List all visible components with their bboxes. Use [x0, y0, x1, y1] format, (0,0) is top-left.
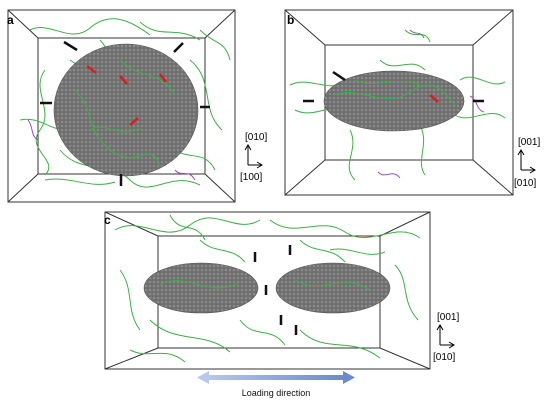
axis-label-a-vertical: [010] [245, 132, 267, 143]
axis-label-c-horizontal: [010] [433, 352, 455, 363]
black-arrows-a [40, 40, 210, 186]
loading-direction-label: Loading direction [242, 388, 311, 398]
dislocation-lines-over-a [74, 59, 176, 166]
panel-c: c [001] [010] [104, 211, 459, 370]
loading-direction-arrow: Loading direction [197, 371, 355, 398]
panel-label-b: b [287, 13, 294, 27]
precipitate-b [323, 70, 465, 132]
axis-label-c-vertical: [001] [437, 312, 459, 323]
axis-indicator-a: [010] [100] [240, 132, 267, 183]
axis-label-a-horizontal: [100] [240, 172, 262, 183]
dislocation-purple-a [27, 119, 196, 181]
panel-b: b [001] [010] [284, 9, 540, 196]
black-arrows-b [303, 70, 484, 103]
black-arrows-c [253, 245, 298, 335]
precipitate-a [53, 43, 199, 177]
axis-label-b-vertical: [001] [518, 137, 540, 148]
red-arrows-a [86, 65, 167, 126]
panel-a: a [010] [100] [7, 9, 267, 203]
dislocation-lines-c [114, 214, 421, 363]
red-arrows-b [429, 94, 439, 103]
dislocation-lines-over-c [159, 279, 371, 291]
precipitate-c-left [143, 262, 259, 314]
dislocation-lines-over-b [334, 79, 456, 106]
axis-indicator-c: [001] [010] [433, 312, 459, 363]
dislocation-purple-b [377, 29, 485, 179]
panel-label-a: a [7, 13, 14, 27]
precipitate-c-right [275, 262, 391, 314]
axis-label-b-horizontal: [010] [514, 178, 536, 189]
simulation-box-b [284, 9, 514, 196]
panel-label-c: c [104, 213, 111, 227]
axis-indicator-b: [001] [010] [514, 137, 540, 189]
